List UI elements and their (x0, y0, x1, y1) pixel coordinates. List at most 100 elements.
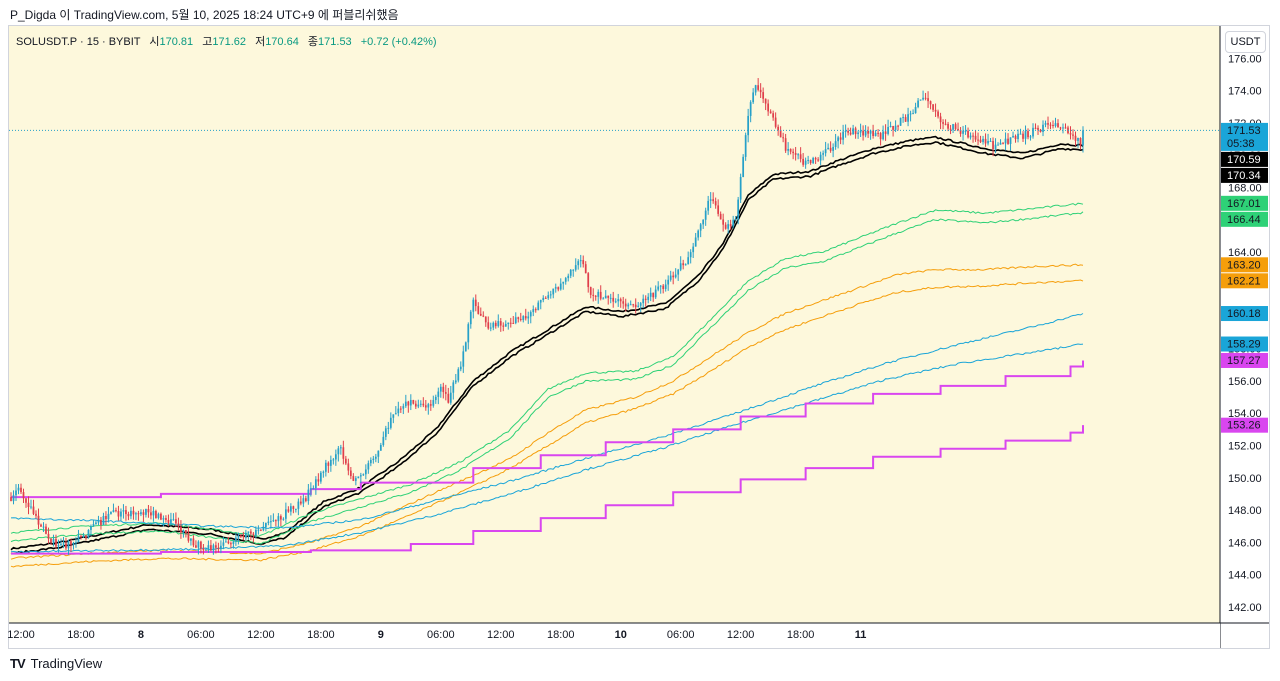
candle-body (872, 130, 874, 136)
candle-body (774, 117, 777, 127)
indicator-bands (10, 135, 1084, 568)
candle-body (749, 102, 752, 116)
candle-body (794, 153, 797, 155)
candle-body (344, 458, 347, 464)
tradingview-footer[interactable]: TV TradingView (10, 656, 102, 671)
candle-body (170, 519, 172, 523)
candle-body (747, 115, 750, 136)
publish-attribution: P_Digda 이 TradingView.com, 5월 10, 2025 1… (10, 8, 399, 22)
candle-body (155, 510, 157, 518)
candle-body (449, 392, 452, 403)
candle-body (812, 157, 815, 164)
price-label-bg (1221, 417, 1268, 433)
candle-body (27, 502, 30, 507)
candle-body (379, 444, 382, 451)
candle-body (584, 264, 587, 274)
candle-body (147, 509, 150, 513)
candle-body (544, 297, 547, 299)
candle-body (952, 124, 954, 130)
candle-body (734, 219, 737, 221)
candle-body (732, 219, 735, 227)
candle-body (772, 113, 775, 118)
candle-body (107, 513, 110, 520)
close-label: 종 (307, 36, 319, 48)
time-tick-label: 18:00 (307, 629, 335, 641)
candle-body (577, 261, 580, 266)
candle-body (419, 403, 422, 405)
candle-body (517, 317, 520, 319)
time-axis[interactable]: 12:00 18:00 8 06:00 12:00 18:00 9 06:00 12:00 18:… (7, 622, 1269, 648)
candle-body (115, 510, 117, 512)
candle-body (384, 428, 387, 437)
price-label-bg (1221, 273, 1268, 289)
candle-body (289, 506, 292, 512)
candle-body (804, 160, 807, 165)
candle-body (569, 269, 572, 276)
candle-body (719, 213, 722, 220)
candle-body (852, 128, 854, 135)
candle-body (969, 135, 972, 138)
candle-body (217, 547, 220, 550)
candle-body (257, 529, 260, 531)
candle-body (684, 264, 687, 266)
candle-body (562, 281, 565, 284)
candle-body (369, 460, 372, 464)
candle-body (1027, 131, 1029, 138)
candle-body (45, 526, 47, 534)
candle-body (309, 488, 312, 490)
candle-body (1039, 129, 1042, 132)
candle-body (387, 427, 390, 429)
candle-body (222, 542, 225, 546)
candle-body (272, 520, 275, 522)
currency-button[interactable]: USDT (1225, 31, 1266, 53)
candle-body (67, 541, 70, 549)
candle-body (757, 85, 760, 90)
candle-body (932, 104, 934, 110)
candle-body (324, 462, 327, 472)
candle-body (417, 404, 420, 407)
candle-body (255, 529, 257, 536)
candle-body (457, 369, 460, 381)
candle-body (287, 509, 290, 512)
candle-body (712, 199, 715, 202)
candle-body (322, 471, 325, 473)
candle-body (437, 391, 440, 397)
candle-body (135, 513, 137, 515)
band-line-cyan-6 (10, 313, 1084, 529)
candle-body (652, 292, 655, 298)
candle-body (787, 148, 790, 151)
candle-body (959, 130, 962, 134)
candle-body (839, 137, 842, 140)
candle-body (614, 301, 617, 303)
price-label-bg (1221, 122, 1268, 151)
candle-body (227, 541, 230, 544)
candle-body (987, 140, 989, 144)
candle-body (334, 454, 337, 460)
candle-body (140, 512, 142, 515)
candle-body (1062, 127, 1064, 129)
price-label-text: 170.59 (1227, 154, 1261, 166)
candle-body (869, 130, 872, 134)
candle-body (894, 125, 897, 130)
symbol-info[interactable]: SOLUSDT.P · 15 · BYBIT (16, 36, 141, 48)
candle-body (40, 524, 42, 527)
candle-body (927, 98, 929, 102)
candle-body (220, 545, 222, 550)
candle-body (967, 130, 969, 138)
candle-body (250, 531, 252, 534)
candle-body (859, 130, 862, 133)
candle-body (829, 147, 832, 151)
time-tick-label: 18:00 (547, 629, 575, 641)
candle-body (120, 511, 122, 517)
candle-body (642, 298, 645, 304)
candle-body (22, 492, 25, 499)
price-label-text: 157.27 (1227, 355, 1261, 367)
candle-body (609, 297, 612, 299)
candle-body (1034, 127, 1037, 129)
candle-body (492, 322, 495, 328)
candle-body (10, 497, 12, 502)
price-label-bg (1221, 167, 1268, 183)
price-label-text: 163.20 (1227, 259, 1261, 271)
candle-body (582, 260, 585, 265)
